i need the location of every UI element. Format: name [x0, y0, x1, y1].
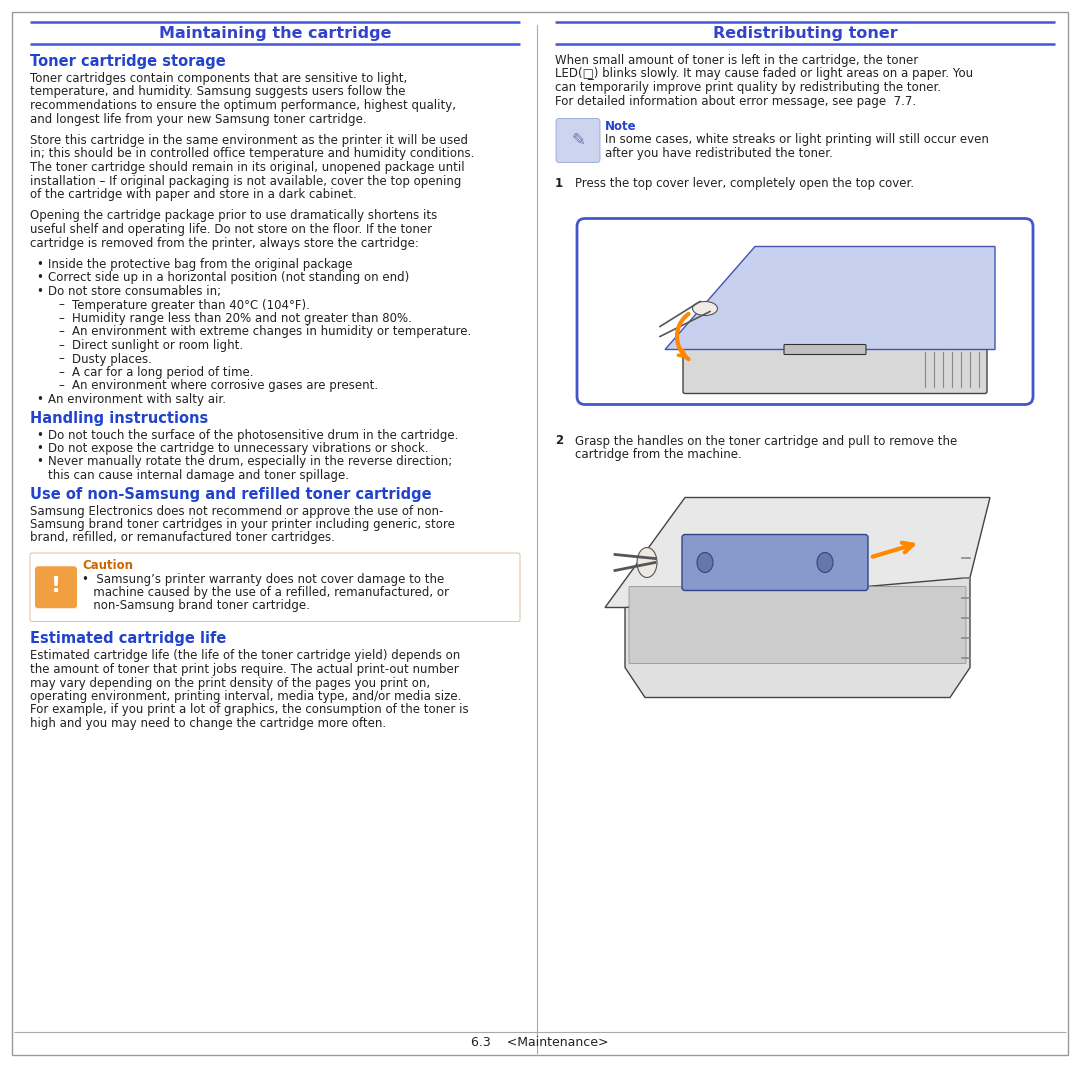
Text: •: •	[36, 271, 43, 284]
Text: Temperature greater than 40°C (104°F).: Temperature greater than 40°C (104°F).	[72, 298, 310, 311]
Text: Toner cartridges contain components that are sensitive to light,: Toner cartridges contain components that…	[30, 72, 407, 85]
Text: –: –	[58, 379, 64, 392]
FancyBboxPatch shape	[577, 218, 1032, 405]
Polygon shape	[625, 578, 970, 698]
Text: of the cartridge with paper and store in a dark cabinet.: of the cartridge with paper and store in…	[30, 188, 356, 201]
Text: Do not touch the surface of the photosensitive drum in the cartridge.: Do not touch the surface of the photosen…	[48, 429, 458, 442]
Ellipse shape	[816, 553, 833, 572]
Text: For example, if you print a lot of graphics, the consumption of the toner is: For example, if you print a lot of graph…	[30, 703, 469, 716]
Text: installation – If original packaging is not available, cover the top opening: installation – If original packaging is …	[30, 175, 461, 188]
Text: Never manually rotate the drum, especially in the reverse direction;: Never manually rotate the drum, especial…	[48, 456, 453, 469]
Text: cartridge is removed from the printer, always store the cartridge:: cartridge is removed from the printer, a…	[30, 237, 419, 249]
Text: cartridge from the machine.: cartridge from the machine.	[575, 448, 742, 461]
FancyBboxPatch shape	[784, 345, 866, 354]
Text: Estimated cartridge life (the life of the toner cartridge yield) depends on: Estimated cartridge life (the life of th…	[30, 649, 460, 662]
Text: Opening the cartridge package prior to use dramatically shortens its: Opening the cartridge package prior to u…	[30, 210, 437, 222]
Text: Store this cartridge in the same environment as the printer it will be used: Store this cartridge in the same environ…	[30, 134, 468, 147]
Text: •: •	[36, 442, 43, 455]
Text: •: •	[36, 429, 43, 442]
Text: The toner cartridge should remain in its original, unopened package until: The toner cartridge should remain in its…	[30, 161, 464, 174]
Polygon shape	[605, 498, 990, 607]
Text: Use of non-Samsung and refilled toner cartridge: Use of non-Samsung and refilled toner ca…	[30, 486, 432, 501]
Text: When small amount of toner is left in the cartridge, the toner: When small amount of toner is left in th…	[555, 54, 918, 67]
Text: 1: 1	[555, 177, 563, 190]
Text: can temporarily improve print quality by redistributing the toner.: can temporarily improve print quality by…	[555, 81, 941, 94]
Text: Samsung Electronics does not recommend or approve the use of non-: Samsung Electronics does not recommend o…	[30, 504, 444, 517]
Text: machine caused by the use of a refilled, remanufactured, or: machine caused by the use of a refilled,…	[82, 586, 449, 599]
Text: in; this should be in controlled office temperature and humidity conditions.: in; this should be in controlled office …	[30, 148, 474, 161]
Text: Redistributing toner: Redistributing toner	[713, 26, 897, 41]
Text: An environment with salty air.: An environment with salty air.	[48, 393, 226, 406]
Text: In some cases, white streaks or light printing will still occur even: In some cases, white streaks or light pr…	[605, 134, 989, 147]
FancyBboxPatch shape	[683, 345, 987, 393]
Text: An environment with extreme changes in humidity or temperature.: An environment with extreme changes in h…	[72, 325, 471, 338]
Text: A car for a long period of time.: A car for a long period of time.	[72, 366, 254, 379]
Text: Inside the protective bag from the original package: Inside the protective bag from the origi…	[48, 258, 352, 271]
Text: and longest life from your new Samsung toner cartridge.: and longest life from your new Samsung t…	[30, 112, 366, 125]
Text: after you have redistributed the toner.: after you have redistributed the toner.	[605, 147, 833, 160]
Text: Grasp the handles on the toner cartridge and pull to remove the: Grasp the handles on the toner cartridge…	[575, 434, 957, 447]
Text: •: •	[36, 258, 43, 271]
Text: Maintaining the cartridge: Maintaining the cartridge	[159, 26, 391, 41]
Text: brand, refilled, or remanufactured toner cartridges.: brand, refilled, or remanufactured toner…	[30, 531, 335, 544]
Text: Handling instructions: Handling instructions	[30, 410, 208, 426]
Text: the amount of toner that print jobs require. The actual print-out number: the amount of toner that print jobs requ…	[30, 663, 459, 676]
Text: –: –	[58, 339, 64, 352]
Text: may vary depending on the print density of the pages you print on,: may vary depending on the print density …	[30, 676, 430, 689]
Ellipse shape	[697, 553, 713, 572]
Text: Do not expose the cartridge to unnecessary vibrations or shock.: Do not expose the cartridge to unnecessa…	[48, 442, 429, 455]
Text: recommendations to ensure the optimum performance, highest quality,: recommendations to ensure the optimum pe…	[30, 99, 456, 112]
Text: •  Samsung’s printer warranty does not cover damage to the: • Samsung’s printer warranty does not co…	[82, 572, 444, 585]
FancyBboxPatch shape	[35, 566, 77, 608]
FancyBboxPatch shape	[30, 553, 519, 621]
Text: Correct side up in a horizontal position (not standing on end): Correct side up in a horizontal position…	[48, 271, 409, 284]
Text: Dusty places.: Dusty places.	[72, 352, 152, 365]
Text: useful shelf and operating life. Do not store on the floor. If the toner: useful shelf and operating life. Do not …	[30, 222, 432, 237]
FancyBboxPatch shape	[556, 119, 600, 162]
Text: 2: 2	[555, 434, 563, 447]
Text: Press the top cover lever, completely open the top cover.: Press the top cover lever, completely op…	[575, 177, 914, 190]
Text: –: –	[58, 352, 64, 365]
Text: ✎: ✎	[571, 132, 585, 149]
Text: •: •	[36, 285, 43, 298]
Text: operating environment, printing interval, media type, and/or media size.: operating environment, printing interval…	[30, 690, 461, 703]
Text: LED(□̲) blinks slowly. It may cause faded or light areas on a paper. You: LED(□̲) blinks slowly. It may cause fade…	[555, 67, 973, 81]
Text: !: !	[51, 577, 62, 596]
Text: –: –	[58, 325, 64, 338]
Text: Do not store consumables in;: Do not store consumables in;	[48, 285, 221, 298]
Text: •: •	[36, 456, 43, 469]
Text: temperature, and humidity. Samsung suggests users follow the: temperature, and humidity. Samsung sugge…	[30, 85, 405, 98]
Text: 6.3    <Maintenance>: 6.3 <Maintenance>	[471, 1036, 609, 1049]
Text: non-Samsung brand toner cartridge.: non-Samsung brand toner cartridge.	[82, 599, 310, 612]
Text: Humidity range less than 20% and not greater than 80%.: Humidity range less than 20% and not gre…	[72, 312, 411, 325]
Ellipse shape	[692, 301, 717, 315]
Text: Samsung brand toner cartridges in your printer including generic, store: Samsung brand toner cartridges in your p…	[30, 518, 455, 531]
Text: this can cause internal damage and toner spillage.: this can cause internal damage and toner…	[48, 469, 349, 482]
Text: Note: Note	[605, 120, 636, 133]
Text: Estimated cartridge life: Estimated cartridge life	[30, 632, 227, 647]
Text: •: •	[36, 393, 43, 406]
FancyBboxPatch shape	[629, 586, 966, 663]
Text: For detailed information about error message, see page  7.7.: For detailed information about error mes…	[555, 94, 916, 108]
Text: Toner cartridge storage: Toner cartridge storage	[30, 54, 226, 69]
Text: –: –	[58, 366, 64, 379]
Text: –: –	[58, 312, 64, 325]
Ellipse shape	[637, 548, 657, 578]
Text: high and you may need to change the cartridge more often.: high and you may need to change the cart…	[30, 717, 387, 730]
FancyBboxPatch shape	[681, 535, 868, 591]
Text: –: –	[58, 298, 64, 311]
Text: Direct sunlight or room light.: Direct sunlight or room light.	[72, 339, 243, 352]
Text: An environment where corrosive gases are present.: An environment where corrosive gases are…	[72, 379, 378, 392]
Polygon shape	[665, 246, 995, 350]
Text: Caution: Caution	[82, 559, 133, 572]
